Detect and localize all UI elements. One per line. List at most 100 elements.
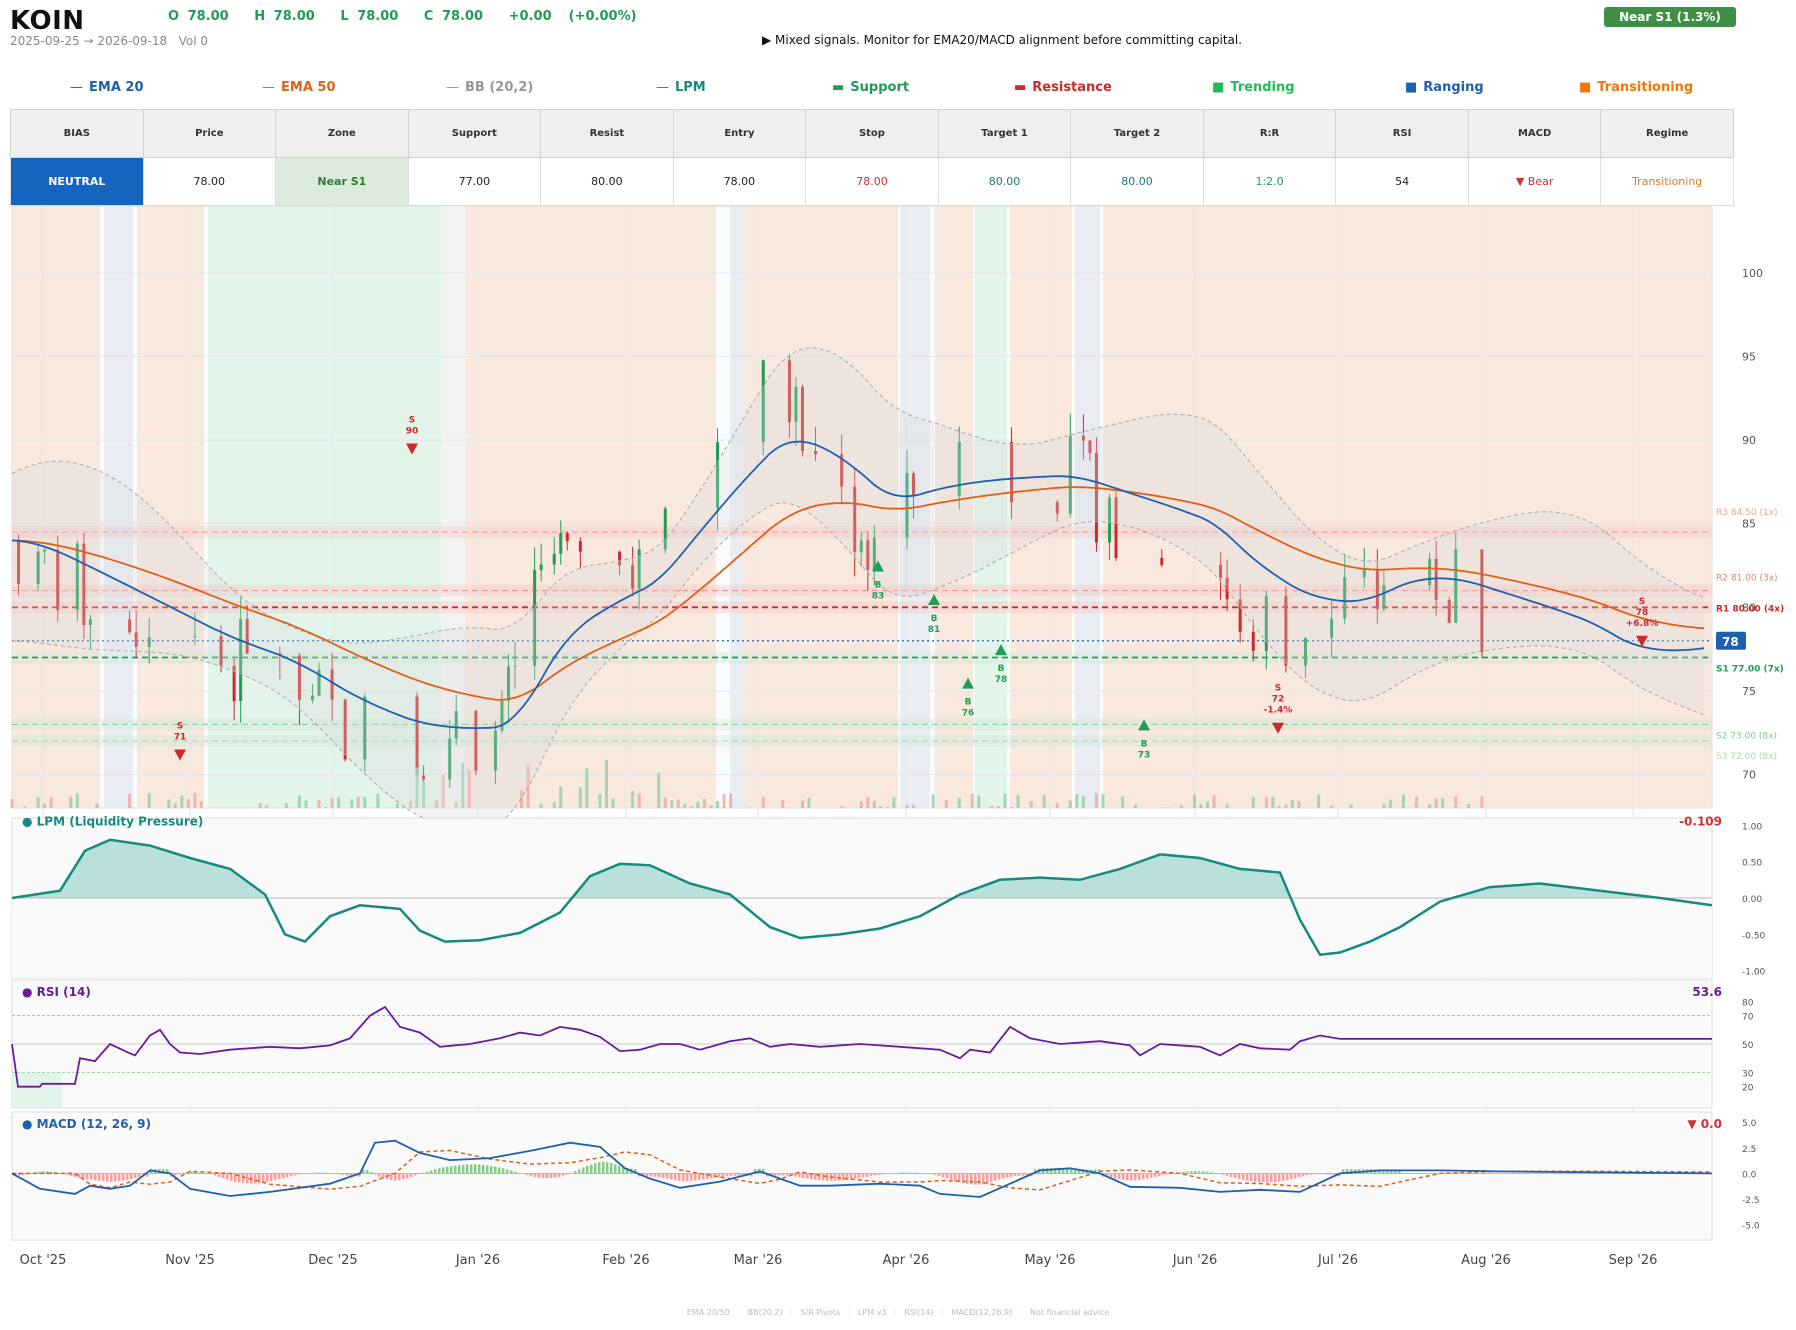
macd-histogram-bar: [566, 1173, 569, 1175]
volume-bar: [186, 799, 190, 808]
macd-histogram-bar: [690, 1173, 693, 1181]
volume-bar: [409, 801, 413, 808]
macd-current-value: ▼ 0.0: [1687, 1117, 1722, 1131]
macd-histogram-bar: [978, 1173, 981, 1185]
lpm-axis-tick-label: -0.50: [1742, 931, 1766, 941]
candle-body: [82, 543, 86, 626]
candle-body: [245, 618, 249, 654]
macd-histogram-bar: [818, 1173, 821, 1181]
macd-histogram-bar: [1142, 1173, 1145, 1180]
volume-bar: [1349, 804, 1353, 808]
macd-histogram-bar: [166, 1169, 169, 1174]
summary-table: BIAS Price Zone Support Resist Entry Stop Targe…: [10, 109, 1734, 206]
volume-bar: [1121, 796, 1125, 808]
candle-body: [840, 454, 844, 487]
ema50-line: [11, 486, 1705, 701]
volume-bar: [1290, 799, 1294, 808]
macd-histogram-bar: [1066, 1168, 1069, 1174]
macd-histogram-bar: [722, 1173, 725, 1177]
volume-bar: [1415, 796, 1419, 808]
macd-histogram-bar: [530, 1173, 533, 1177]
macd-histogram-bar: [682, 1173, 685, 1182]
volume-bar: [297, 795, 301, 808]
candles-group: [17, 354, 1484, 788]
candle-body: [193, 636, 197, 638]
macd-histogram-bar: [574, 1171, 577, 1174]
macd-histogram-bar: [842, 1173, 845, 1181]
table-cell-stop: 78.00: [805, 157, 939, 206]
macd-histogram-bar: [362, 1169, 365, 1174]
candle-body: [317, 669, 321, 696]
macd-histogram-bar: [1278, 1173, 1281, 1182]
candle-body: [853, 486, 857, 553]
volume-bar: [1317, 794, 1321, 808]
volume-bar: [167, 799, 171, 808]
macd-histogram-bar: [1338, 1173, 1341, 1177]
macd-histogram-bar: [858, 1173, 861, 1179]
volume-bar: [435, 799, 439, 808]
macd-histogram-bar: [366, 1170, 369, 1174]
price-axis-tick-label: 75: [1742, 685, 1756, 698]
candle-body: [578, 541, 582, 552]
volume-bar: [912, 804, 916, 808]
volume-bar: [1428, 804, 1432, 808]
macd-histogram-bar: [670, 1173, 673, 1180]
macd-histogram-bar: [710, 1173, 713, 1179]
signal-label: B: [965, 698, 972, 708]
candle-body: [1225, 577, 1229, 600]
legend-swatch: ■: [1212, 80, 1225, 95]
volume-bar: [180, 795, 184, 808]
legend-label: EMA 50: [281, 80, 336, 95]
macd-histogram-bar: [50, 1171, 53, 1174]
macd-histogram-bar: [286, 1173, 289, 1178]
table-cell-target-2: 80.00: [1070, 157, 1204, 206]
macd-signal-line: [12, 1149, 1713, 1191]
volume-bar: [1192, 794, 1196, 808]
macd-histogram-bar: [278, 1173, 281, 1180]
macd-histogram-bar: [542, 1173, 545, 1179]
volume-bar: [1003, 793, 1007, 808]
volume-bar: [1264, 796, 1268, 808]
macd-histogram-bar: [634, 1169, 637, 1174]
table-cell-regime: Transitioning: [1600, 157, 1734, 206]
macd-histogram-bar: [1282, 1173, 1285, 1181]
table-header-zone: Zone: [275, 109, 409, 158]
signal-label: 72: [1272, 695, 1285, 705]
macd-histogram-bar: [1230, 1173, 1233, 1177]
macd-histogram-bar: [1310, 1173, 1313, 1175]
ohlc-readout: O 78.00 H 78.00 L 78.00 C 78.00 +0.00 (+…: [168, 9, 637, 24]
macd-histogram-bar: [86, 1173, 89, 1180]
volume-bar: [840, 805, 844, 808]
volume-bar: [49, 797, 53, 808]
macd-histogram-bar: [1074, 1168, 1077, 1174]
candle-body: [513, 665, 517, 667]
volume-bar: [1179, 804, 1183, 808]
macd-histogram-bar: [298, 1173, 301, 1175]
macd-histogram-bar: [390, 1173, 393, 1181]
macd-histogram-bar: [374, 1173, 377, 1175]
macd-histogram-bar: [782, 1173, 785, 1176]
macd-histogram-bar: [1266, 1173, 1269, 1183]
volume-bar: [970, 793, 974, 808]
macd-histogram-bar: [1070, 1168, 1073, 1174]
macd-histogram-bar: [258, 1173, 261, 1184]
macd-histogram-bar: [558, 1173, 561, 1177]
volume-bar: [461, 762, 465, 808]
sr-level-label: S1 77.00 (7x): [1716, 665, 1784, 675]
signal-label: B: [998, 664, 1005, 674]
macd-histogram-bar: [1250, 1173, 1253, 1182]
candle-body: [448, 738, 452, 780]
macd-histogram-bar: [1354, 1169, 1357, 1174]
candle-body: [1428, 558, 1432, 586]
macd-histogram-bar: [966, 1173, 969, 1184]
legend-label: Support: [850, 80, 910, 95]
volume-bar: [1199, 804, 1203, 808]
macd-histogram-bar: [982, 1173, 985, 1185]
legend-item-trending: ■ Trending: [1212, 80, 1295, 95]
macd-histogram-bar: [1318, 1173, 1321, 1175]
volume-bar: [1101, 794, 1105, 808]
macd-histogram-bar: [58, 1172, 61, 1174]
table-header-resist: Resist: [540, 109, 674, 158]
signal-label: B: [875, 581, 882, 591]
volume-bar: [1330, 805, 1334, 808]
